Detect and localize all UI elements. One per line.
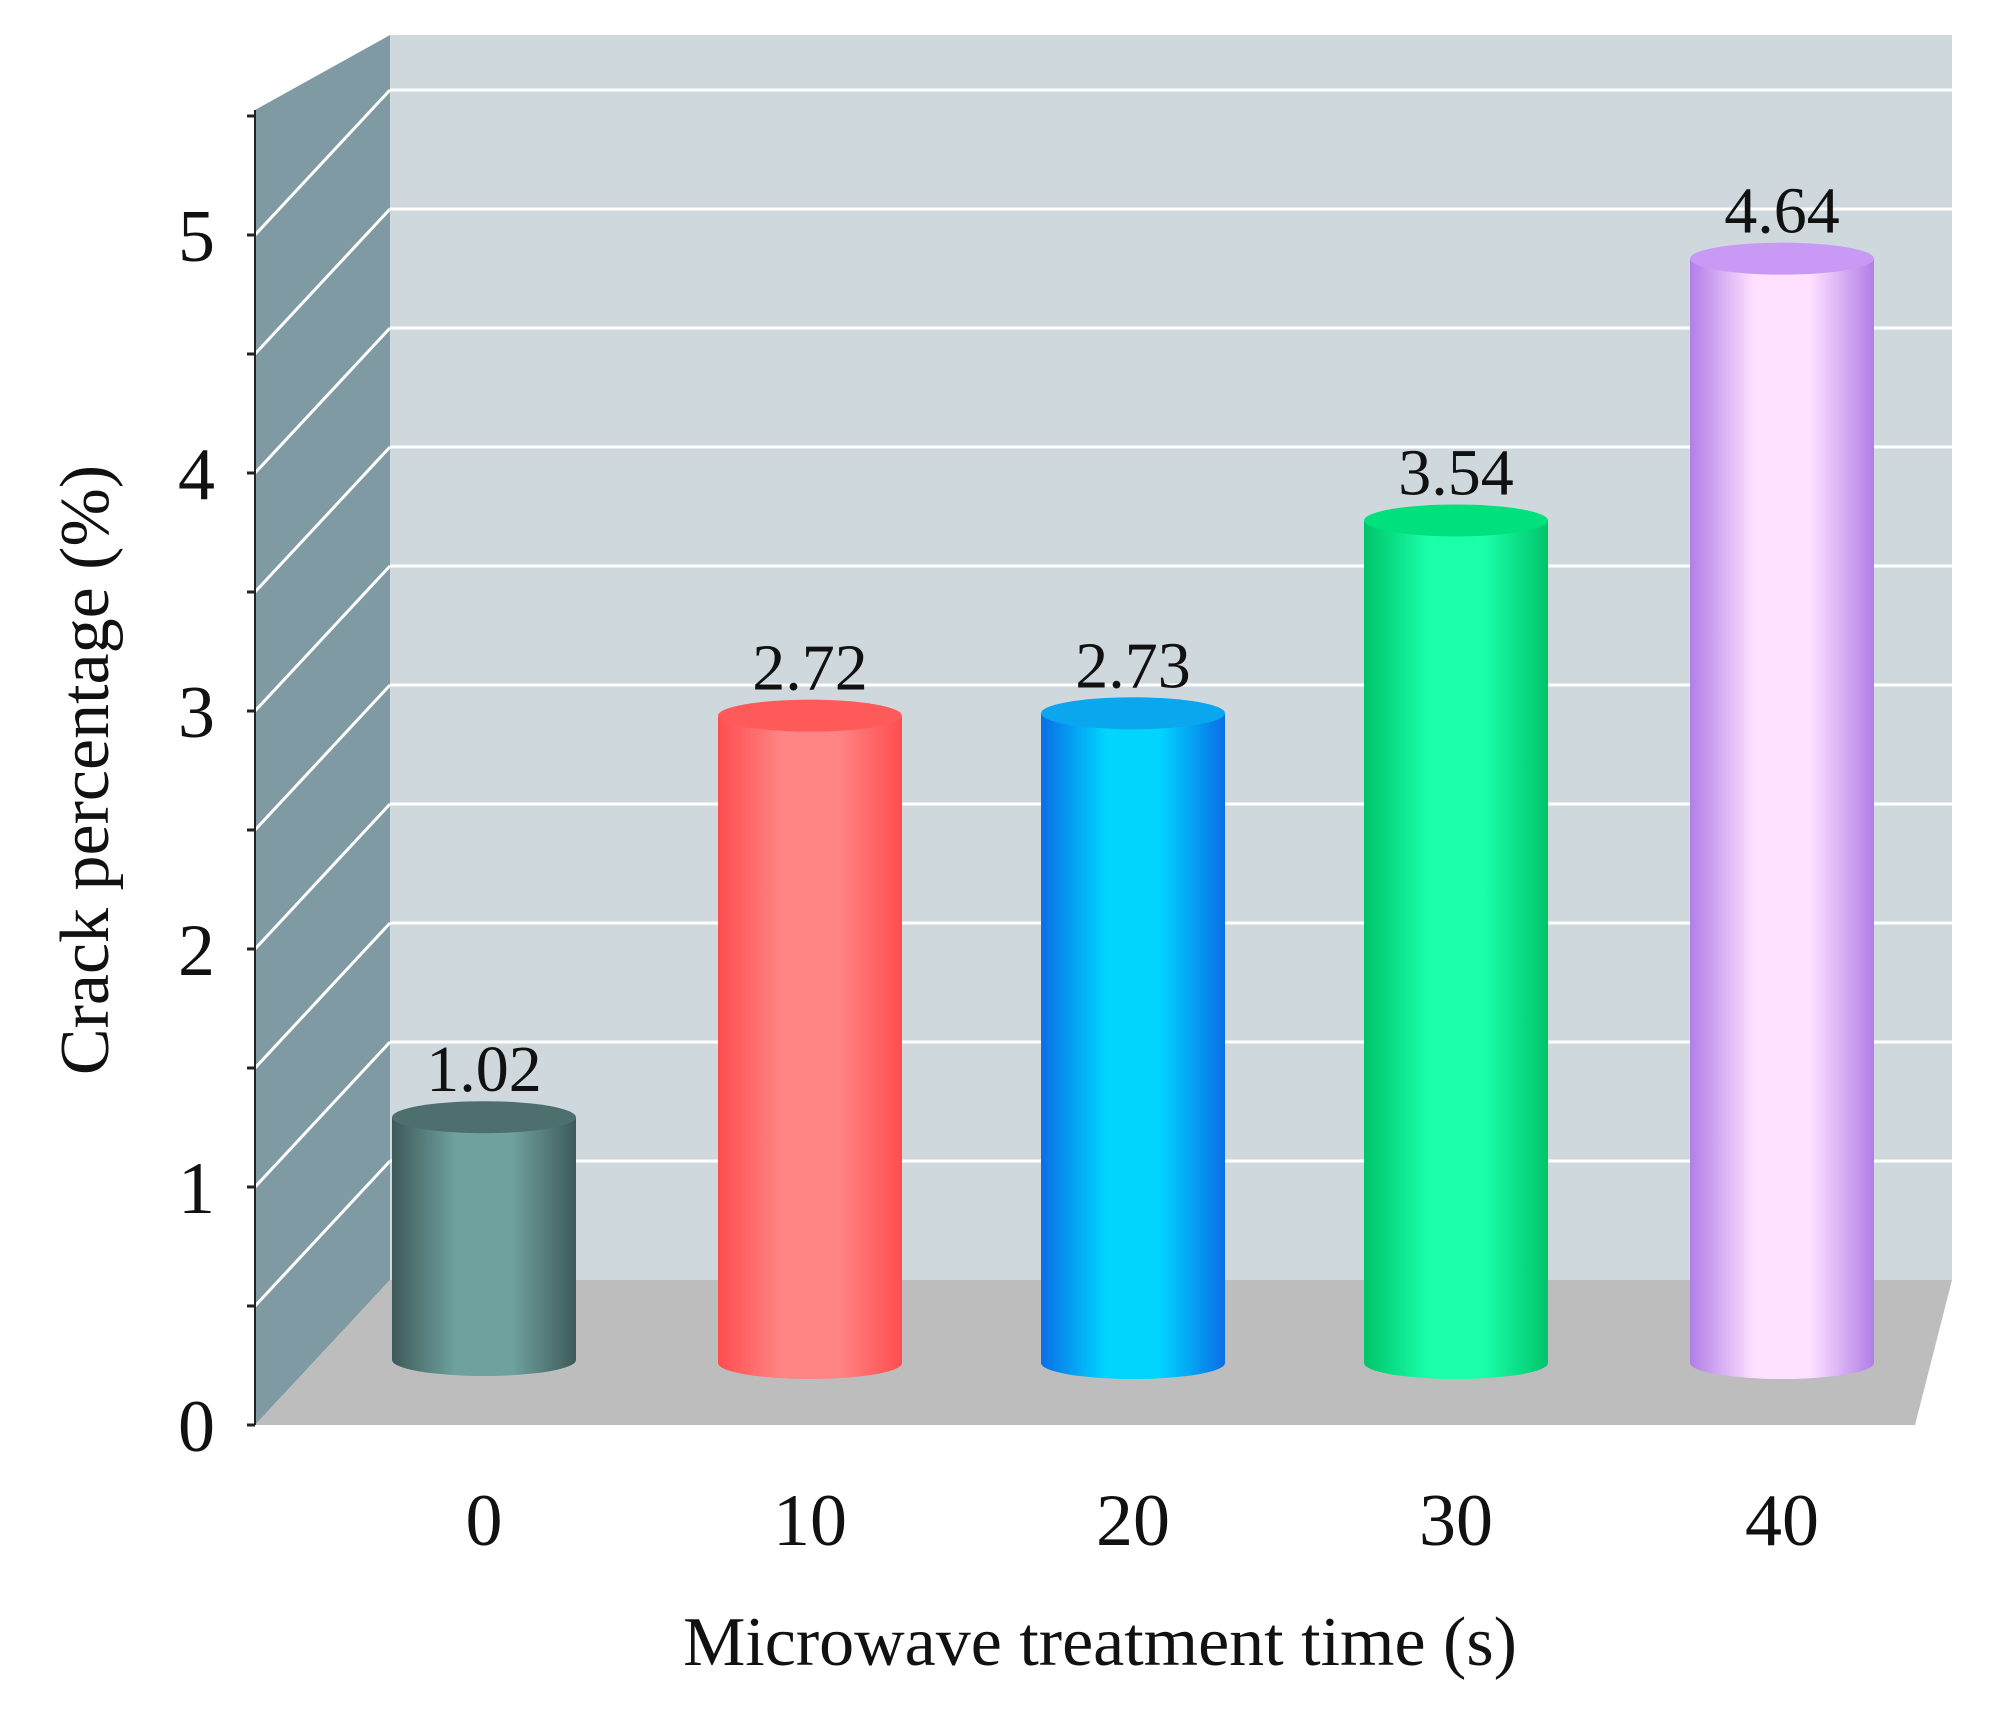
gridline-side [253,564,392,713]
gridline-side [253,683,392,832]
bar-20: 2.73 [1041,629,1225,1379]
gridline-side [253,921,392,1070]
bar-top [392,1101,576,1134]
x-tick-label: 20 [1096,1480,1170,1562]
y-tick-label: 5 [178,196,215,278]
x-tick-label: 30 [1419,1480,1493,1562]
gridline-side [253,1040,392,1189]
gridline-side [253,1159,392,1308]
data-label: 4.64 [1724,175,1840,248]
bar-body [1690,258,1874,1380]
bar-30: 3.54 [1364,436,1548,1379]
chart-side-wall [255,35,390,1425]
data-label: 1.02 [426,1033,542,1106]
bar-top [718,699,902,732]
x-axis-title: Microwave treatment time (s) [683,1604,1517,1681]
bar-0: 1.02 [392,1033,576,1376]
bar-body [1364,520,1548,1379]
bar-top [1041,697,1225,730]
bar-10: 2.72 [718,632,902,1379]
data-label: 3.54 [1398,436,1514,509]
x-tick-label: 40 [1745,1480,1819,1562]
y-tick-label: 2 [178,910,215,992]
gridline-side [253,445,392,594]
x-tick-label: 10 [773,1480,847,1562]
y-tick-label: 0 [178,1386,215,1468]
bar-40: 4.64 [1690,175,1874,1380]
x-axis: 0 10 20 30 40 [466,1480,1820,1562]
y-axis-title: Crack percentage (%) [47,465,124,1075]
gridline-side [253,207,392,356]
bar-top [1690,242,1874,275]
bar-top [1364,504,1548,537]
y-tick-label: 4 [178,434,215,516]
x-tick-label: 0 [466,1480,503,1562]
gridline-side [253,802,392,951]
y-tick-label: 1 [178,1148,215,1230]
bar-body [1041,713,1225,1379]
data-label: 2.72 [752,632,868,705]
y-axis: 0 1 2 3 4 5 [178,110,256,1468]
bars: 1.02 2.72 2.73 3.54 4.64 [392,175,1874,1380]
gridline-side [253,88,392,237]
bar-body [718,715,902,1379]
gridline-side [253,326,392,475]
y-tick-label: 3 [178,672,215,754]
data-label: 2.73 [1075,629,1191,702]
bar-body [392,1117,576,1376]
